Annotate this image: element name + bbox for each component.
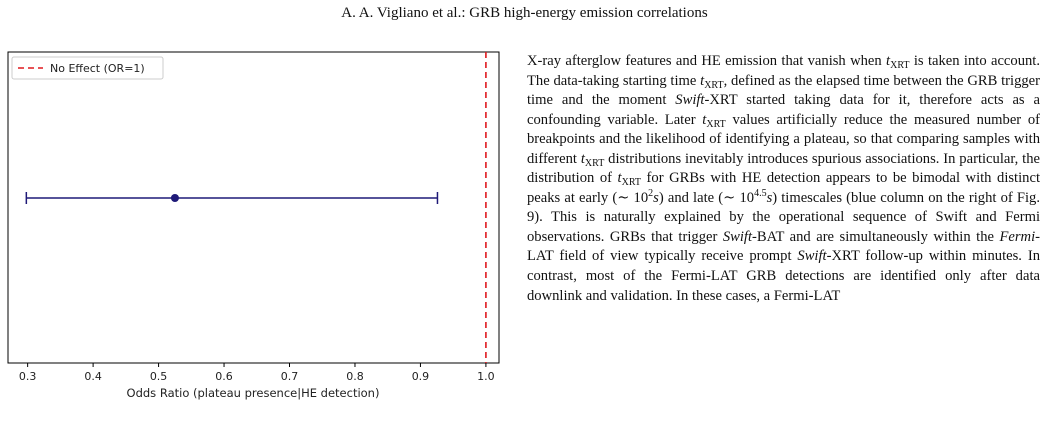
legend-label: No Effect (OR=1) <box>50 62 145 75</box>
chart-svg: 0.3 0.4 0.5 0.6 0.7 0.8 0.9 1.0 No Effect (OR=1… <box>7 51 500 400</box>
plot-frame <box>7 51 500 364</box>
legend-box <box>11 56 164 80</box>
x-tick-label: 0.5 <box>150 370 168 383</box>
x-tick-label: 0.4 <box>84 370 102 383</box>
x-tick-label: 1.0 <box>477 370 495 383</box>
x-tick-label: 0.7 <box>281 370 299 383</box>
x-axis-label: Odds Ratio (plateau presence|HE detectio… <box>127 386 380 400</box>
x-tick-label: 0.8 <box>346 370 364 383</box>
x-tick-label: 0.6 <box>215 370 233 383</box>
odds-ratio-forest-plot: 0.3 0.4 0.5 0.6 0.7 0.8 0.9 1.0 No Effect (OR=1… <box>0 40 505 420</box>
running-header: A. A. Vigliano et al.: GRB high-energy e… <box>341 5 708 21</box>
point-estimate <box>170 194 179 202</box>
x-tick-label: 0.9 <box>412 370 430 383</box>
legend: No Effect (OR=1) <box>11 56 164 80</box>
x-tick-label: 0.3 <box>19 370 37 383</box>
body-text: X-ray afterglow features and HE emission… <box>527 53 1041 304</box>
x-axis-ticks: 0.3 0.4 0.5 0.6 0.7 0.8 0.9 1.0 <box>19 363 495 383</box>
